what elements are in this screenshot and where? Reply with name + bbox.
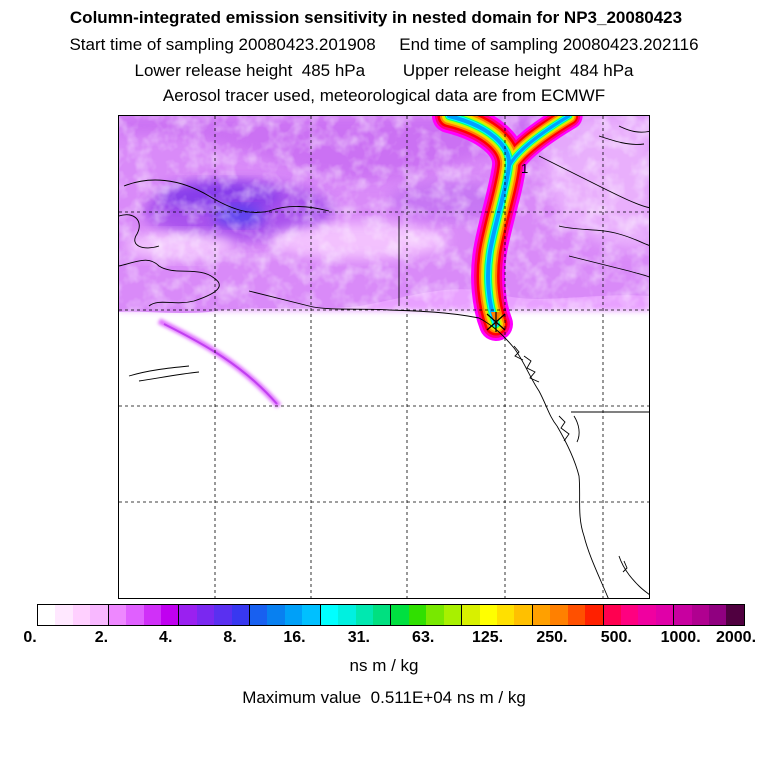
colorbar-cell bbox=[355, 605, 374, 625]
colorbar-tick-label: 2000. bbox=[715, 629, 757, 646]
colorbar-units: ns m / kg bbox=[349, 656, 419, 675]
colorbar-cell bbox=[585, 605, 603, 625]
chart-title: Column-integrated emission sensitivity i… bbox=[69, 8, 683, 27]
colorbar-cell bbox=[373, 605, 391, 625]
colorbar-cell bbox=[514, 605, 532, 625]
colorbar-tick-label: 250. bbox=[536, 629, 568, 646]
colorbar-cell bbox=[249, 605, 268, 625]
colorbar-cell bbox=[90, 605, 108, 625]
colorbar-cell bbox=[338, 605, 356, 625]
colorbar-cell bbox=[160, 605, 179, 625]
colorbar-tick-label: 0. bbox=[23, 629, 37, 646]
colorbar-cell bbox=[38, 605, 56, 625]
colorbar-cell bbox=[602, 605, 621, 625]
coastlines bbox=[119, 125, 649, 598]
sampling-times: Start time of sampling 20080423.201908 E… bbox=[69, 35, 699, 54]
emission-plume bbox=[432, 116, 583, 341]
release-marker-label: 1 bbox=[521, 161, 528, 176]
colorbar-cell bbox=[443, 605, 462, 625]
colorbar-cell bbox=[550, 605, 568, 625]
colorbar-tick-label: 63. bbox=[412, 629, 435, 646]
colorbar-cell bbox=[531, 605, 551, 625]
colorbar-tick-label: 8. bbox=[223, 629, 237, 646]
colorbar-cell bbox=[496, 605, 515, 625]
colorbar-tick-label: 500. bbox=[600, 629, 632, 646]
colorbar-tick-label: 2. bbox=[94, 629, 109, 646]
colorbar-tick-label: 16. bbox=[283, 629, 306, 646]
colorbar-cell bbox=[196, 605, 215, 625]
colorbar-cell bbox=[638, 605, 656, 625]
maximum-value: Maximum value 0.511E+04 ns m / kg bbox=[242, 688, 526, 707]
colorbar-cell bbox=[126, 605, 144, 625]
colorbar-tick-label: 1000. bbox=[660, 629, 701, 646]
colorbar-cell bbox=[567, 605, 586, 625]
colorbar-cell bbox=[72, 605, 91, 625]
colorbar bbox=[37, 604, 745, 626]
colorbar-cell bbox=[655, 605, 674, 625]
graticule bbox=[119, 116, 649, 598]
colorbar-cell bbox=[426, 605, 444, 625]
colorbar-cell bbox=[267, 605, 285, 625]
colorbar-cell bbox=[709, 605, 727, 625]
map-canvas: 1 bbox=[119, 116, 649, 598]
sensitivity-map: 1 bbox=[118, 115, 650, 599]
colorbar-cell bbox=[284, 605, 303, 625]
plume-band bbox=[447, 116, 512, 326]
colorbar-tick-labels: 0. 2. 4. 8. 16. 31. 63. 125. 250. 500. 1000. 2000. bbox=[0, 629, 768, 651]
colorbar-cell bbox=[461, 605, 480, 625]
sensitivity-field bbox=[119, 116, 649, 408]
colorbar-cell bbox=[390, 605, 409, 625]
tracer-info: Aerosol tracer used, meteorological data… bbox=[162, 86, 606, 105]
colorbar-cell bbox=[726, 605, 744, 625]
colorbar-cell bbox=[214, 605, 232, 625]
colorbar-cell bbox=[231, 605, 250, 625]
colorbar-cell bbox=[319, 605, 339, 625]
colorbar-tick-label: 4. bbox=[159, 629, 173, 646]
colorbar-tick-label: 125. bbox=[471, 629, 504, 646]
release-heights: Lower release height 485 hPa Upper relea… bbox=[134, 61, 634, 80]
colorbar-cell bbox=[55, 605, 73, 625]
colorbar-cell bbox=[302, 605, 320, 625]
colorbar-tick-label: 31. bbox=[347, 629, 370, 646]
release-marker bbox=[486, 312, 506, 332]
colorbar-cell bbox=[620, 605, 639, 625]
colorbar-cell bbox=[691, 605, 710, 625]
colorbar-cell bbox=[143, 605, 161, 625]
plume-band bbox=[507, 116, 571, 168]
colorbar-cell bbox=[408, 605, 427, 625]
colorbar-cell bbox=[107, 605, 127, 625]
colorbar-cell bbox=[479, 605, 497, 625]
colorbar-cell bbox=[673, 605, 692, 625]
colorbar-cell bbox=[178, 605, 197, 625]
